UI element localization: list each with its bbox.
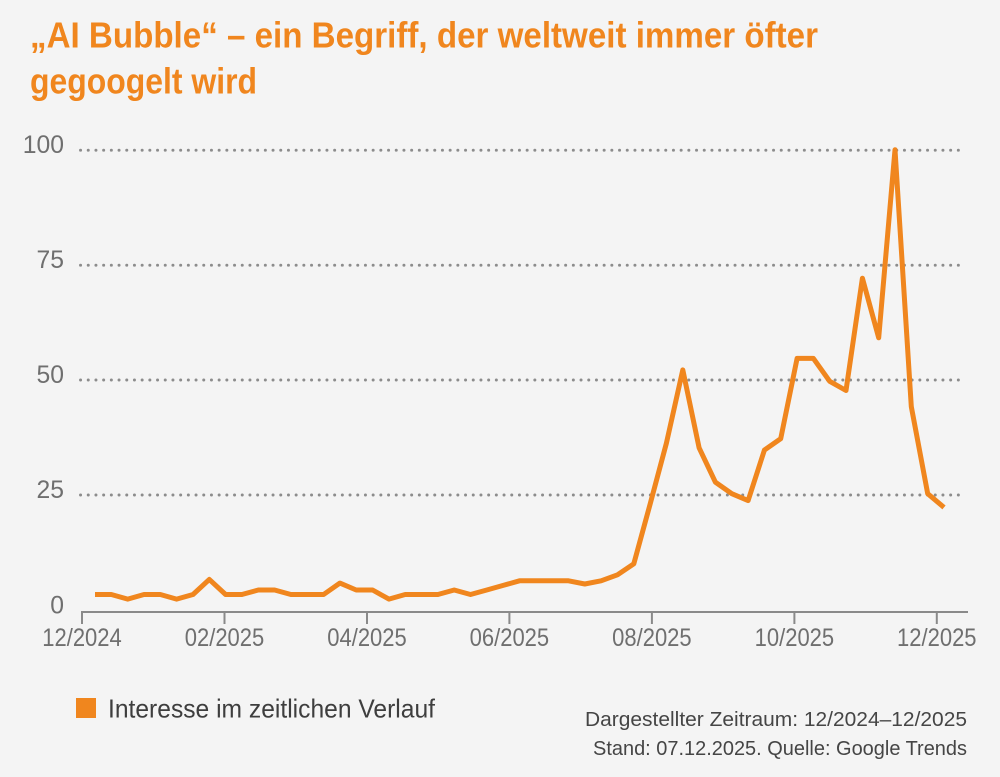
svg-text:75: 75 <box>37 247 64 274</box>
svg-text:„AI Bubble“ – ein Begriff, der: „AI Bubble“ – ein Begriff, der weltweit … <box>30 15 818 56</box>
svg-text:08/2025: 08/2025 <box>612 625 692 652</box>
svg-text:04/2025: 04/2025 <box>327 625 407 652</box>
svg-text:Stand: 07.12.2025. Quelle: Goo: Stand: 07.12.2025. Quelle: Google Trends <box>593 737 967 760</box>
svg-text:06/2025: 06/2025 <box>470 625 550 652</box>
svg-text:Interesse im zeitlichen Verlau: Interesse im zeitlichen Verlauf <box>108 694 436 724</box>
svg-text:Dargestellter Zeitraum: 12/202: Dargestellter Zeitraum: 12/2024–12/2025 <box>585 708 967 731</box>
svg-text:02/2025: 02/2025 <box>185 625 265 652</box>
svg-text:0: 0 <box>50 593 64 620</box>
svg-text:10/2025: 10/2025 <box>755 625 835 652</box>
svg-text:50: 50 <box>37 362 64 389</box>
svg-text:12/2025: 12/2025 <box>897 625 977 652</box>
svg-text:12/2024: 12/2024 <box>42 625 122 652</box>
svg-text:100: 100 <box>23 132 64 159</box>
svg-text:25: 25 <box>37 477 64 504</box>
svg-text:gegoogelt wird: gegoogelt wird <box>30 61 257 102</box>
